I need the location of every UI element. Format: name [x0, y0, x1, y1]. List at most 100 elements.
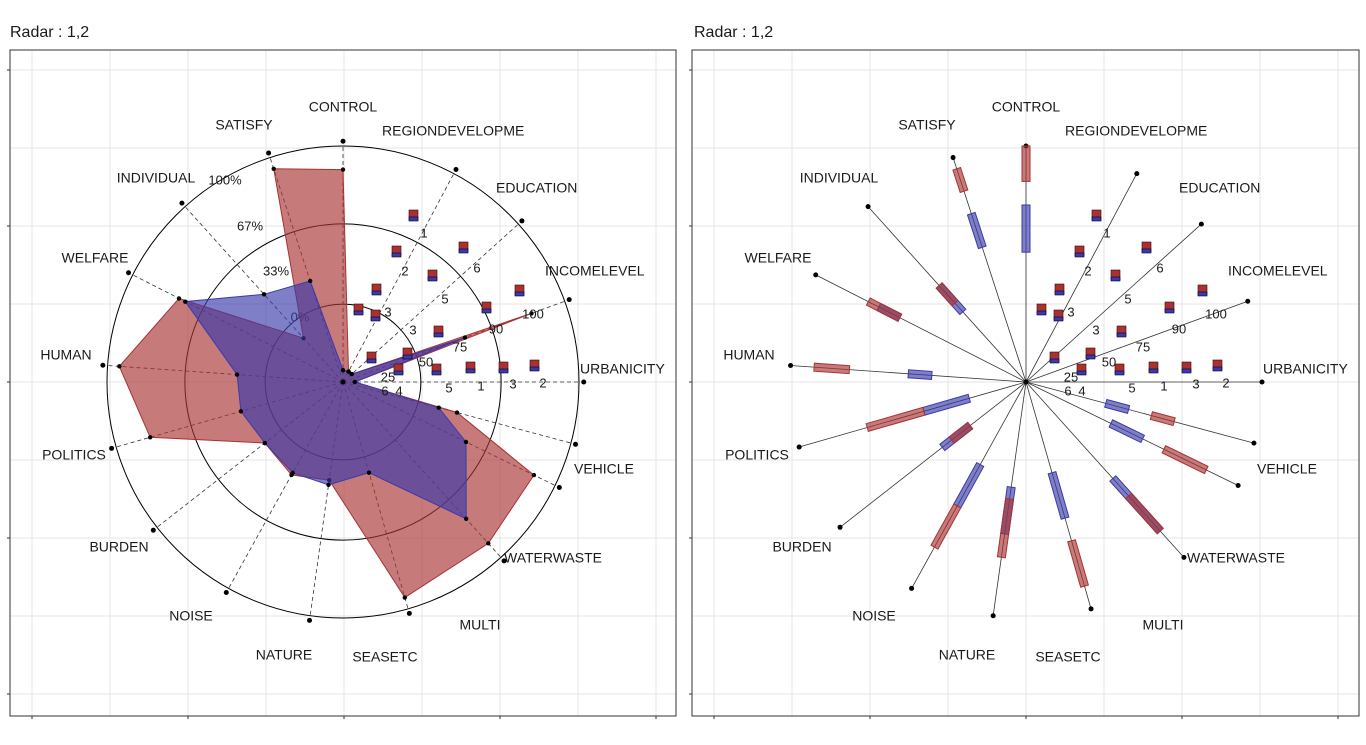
box-group-red	[1021, 145, 1031, 182]
axis-label-seasetc: SEASETC	[352, 649, 417, 665]
box-group-blue	[1104, 398, 1131, 414]
bar-blue	[408, 216, 419, 222]
axis-tick-label: 2	[539, 375, 546, 390]
axis-end-dot-right	[813, 272, 819, 278]
box-group-red	[1124, 492, 1164, 535]
axis-tick-label-right: 3	[1192, 376, 1199, 391]
axis-end-dot	[453, 166, 459, 172]
bar-blue	[529, 366, 540, 372]
axis-tick-label: 5	[441, 291, 448, 306]
box-group-blue	[966, 211, 987, 250]
axis-tick-label: 50	[419, 354, 433, 369]
axis-end-dot-right	[796, 444, 802, 450]
box-blue	[907, 369, 933, 380]
axis-tick-label-right: 1	[1103, 225, 1110, 240]
series-point	[463, 439, 469, 445]
box-group-red	[935, 282, 959, 307]
axis-label-education: EDUCATION	[496, 180, 577, 196]
bar-blue-right	[1197, 291, 1208, 297]
series-point	[486, 541, 491, 546]
panel-title-left: Radar : 1,2	[10, 24, 90, 41]
axis-tick-label-right: 25	[1064, 369, 1078, 384]
axis-tick-label: 90	[489, 321, 503, 336]
series-point	[340, 167, 346, 172]
box-group-blue	[953, 461, 985, 509]
series-point	[262, 440, 268, 446]
bar-blue-right	[1054, 290, 1065, 296]
axis-tick-label-right: 5	[1128, 380, 1135, 395]
axis-label-individual: INDIVIDUAL	[117, 170, 196, 186]
box-group-red	[865, 406, 926, 432]
axis-end-dot	[406, 610, 412, 616]
series-point	[340, 368, 346, 373]
box-red	[952, 166, 969, 194]
box-red	[1021, 145, 1031, 182]
axis-tick-label: 2	[401, 263, 408, 278]
bar-blue-right	[1085, 354, 1096, 360]
radar-spoke	[156, 381, 344, 528]
box-group-blue	[922, 393, 972, 416]
box-blue	[966, 211, 987, 250]
series-point	[462, 335, 468, 340]
axis-label-nature: NATURE	[256, 647, 313, 663]
bar-blue	[366, 358, 377, 364]
box-red	[1161, 444, 1209, 475]
axis-tick-label-right: 90	[1172, 321, 1186, 336]
axis-end-dot	[109, 445, 115, 451]
box-red	[935, 282, 959, 307]
box-group-red	[865, 297, 903, 322]
bar-blue	[498, 368, 509, 374]
axis-tick-label-right: 75	[1136, 339, 1150, 354]
box-group-red	[1149, 411, 1176, 427]
box-red	[1124, 492, 1164, 535]
axis-tick-label-right: 6	[1156, 260, 1163, 275]
bar-blue-right	[1148, 368, 1159, 374]
axis-end-dot	[573, 441, 579, 447]
ring-label: 67%	[237, 218, 263, 233]
bar-blue-right	[1116, 332, 1127, 338]
series-point	[117, 364, 122, 369]
axis-label-right-incomelevel: INCOMELEVEL	[1228, 263, 1328, 279]
axis-tick-label-right: 4	[1078, 383, 1085, 398]
axis-tick-label-right: 3	[1092, 322, 1099, 337]
radar-spoke	[342, 173, 455, 383]
bar-blue	[393, 370, 404, 376]
bar-blue-right	[1036, 310, 1047, 316]
box-blue	[1108, 419, 1146, 444]
axis-label-waterwaste: WATERWASTE	[504, 550, 602, 566]
bar-blue	[353, 310, 364, 316]
axis-label-right-regiondevelopme: REGIONDEVELOPME	[1065, 123, 1207, 139]
series-point	[176, 296, 182, 301]
bar-blue	[458, 248, 469, 254]
axis-tick-label: 1	[420, 225, 427, 240]
box-group-blue	[1047, 471, 1070, 520]
axis-tick-label-right: 100	[1205, 306, 1227, 321]
axis-label-right-welfare: WELFARE	[745, 250, 812, 266]
axis-end-dot-right	[788, 363, 794, 369]
ring-label: 33%	[263, 263, 289, 278]
bar-blue	[514, 291, 525, 297]
series-point	[238, 409, 244, 414]
axis-end-dot	[266, 150, 272, 156]
bar-blue-right	[1164, 308, 1175, 314]
axis-tick-label: 5	[445, 380, 452, 395]
axis-label-multi: MULTI	[460, 617, 501, 633]
series-point	[436, 405, 441, 410]
axis-end-dot	[340, 138, 346, 144]
axis-label-welfare: WELFARE	[62, 250, 129, 266]
axis-end-dot	[179, 200, 185, 206]
radar-spoke-right	[952, 157, 1027, 383]
bar-blue	[433, 332, 444, 338]
radar-spoke-right	[839, 381, 1027, 528]
series-point	[234, 372, 240, 377]
axis-label-right-vehicle: VEHICLE	[1257, 461, 1317, 477]
axis-tick-label: 6	[473, 260, 480, 275]
radar-spoke-right	[1025, 173, 1138, 383]
box-group-blue	[907, 369, 933, 380]
axis-tick-label-right: 50	[1102, 354, 1116, 369]
bar-blue-right	[1114, 370, 1125, 376]
axis-label-right-politics: POLITICS	[725, 447, 789, 463]
axis-end-dot-right	[990, 613, 996, 619]
panel-title-right: Radar : 1,2	[694, 24, 774, 41]
axis-label-regiondevelopme: REGIONDEVELOPME	[382, 123, 524, 139]
